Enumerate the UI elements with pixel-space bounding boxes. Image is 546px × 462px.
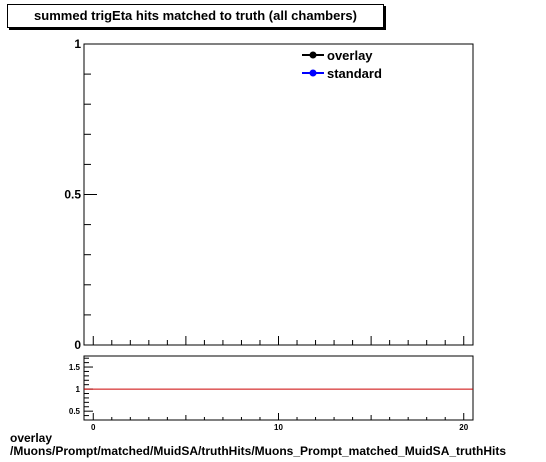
legend-label-standard: standard bbox=[327, 66, 382, 81]
y-tick-label: 0 bbox=[74, 338, 81, 352]
y-tick-label: 1 bbox=[74, 37, 81, 51]
ratio-y-tick-label: 0.5 bbox=[69, 407, 81, 416]
ratio-y-tick-label: 1.5 bbox=[69, 363, 81, 372]
footer-path: /Muons/Prompt/matched/MuidSA/truthHits/M… bbox=[10, 444, 507, 458]
legend-marker-overlay bbox=[309, 51, 317, 59]
main-axis-ticks: 00.51 bbox=[64, 37, 465, 352]
y-tick-label: 0.5 bbox=[64, 188, 81, 202]
ratio-y-tick-label: 1 bbox=[76, 385, 81, 394]
ratio-x-tick-label: 0 bbox=[91, 423, 96, 432]
footer-label: overlay bbox=[10, 431, 53, 445]
ratio-x-tick-label: 10 bbox=[274, 423, 283, 432]
ratio-plot-frame bbox=[83, 355, 474, 421]
ratio-axis-ticks: 0.5 1 1.5 0 10 20 bbox=[69, 357, 469, 432]
legend: overlay standard bbox=[302, 48, 382, 81]
main-plot-frame bbox=[83, 43, 474, 346]
legend-label-overlay: overlay bbox=[327, 48, 373, 63]
legend-marker-standard bbox=[309, 69, 317, 77]
chart-title: summed trigEta hits matched to truth (al… bbox=[7, 4, 384, 28]
ratio-x-tick-label: 20 bbox=[459, 423, 468, 432]
